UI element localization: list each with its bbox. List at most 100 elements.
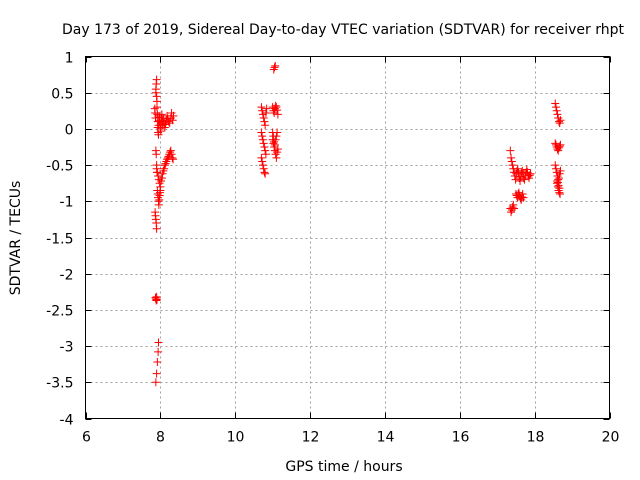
data-point	[556, 166, 565, 175]
data-point	[154, 338, 163, 347]
series-cluster-8h	[150, 75, 178, 387]
data-point	[269, 139, 278, 148]
data-point	[271, 101, 280, 110]
data-point	[272, 153, 281, 162]
x-tick-labels: 6 8 10 12 14 16 18 20	[82, 430, 619, 446]
series-cluster-17.5h	[506, 146, 535, 217]
y-tick-label: -2	[60, 268, 74, 284]
y-tick-label: 1	[65, 51, 74, 67]
data-points	[150, 61, 565, 387]
data-point	[262, 104, 271, 113]
y-tick-labels: 1 0.5 0 -0.5 -1 -1.5 -2 -2.5 -3 -3.5 -4	[46, 51, 73, 429]
data-point	[257, 128, 266, 137]
x-tick-label: 18	[527, 430, 545, 446]
y-tick-label: -0.5	[46, 159, 73, 175]
data-point	[554, 114, 563, 123]
series-cluster-11h	[257, 61, 282, 178]
data-point	[552, 106, 561, 115]
x-tick-label: 10	[227, 430, 245, 446]
data-point	[155, 179, 164, 188]
data-point	[269, 65, 278, 74]
data-point	[510, 204, 519, 213]
data-point	[273, 106, 282, 115]
x-tick-label: 6	[82, 430, 91, 446]
data-point	[152, 295, 161, 304]
data-point	[271, 135, 280, 144]
plot-frame	[85, 56, 610, 419]
data-point	[508, 161, 517, 170]
data-point	[553, 177, 562, 186]
data-point	[271, 150, 280, 159]
y-axis-label: SDTVAR / TECUs	[8, 181, 24, 296]
data-point	[257, 153, 266, 162]
x-tick-label: 14	[377, 430, 395, 446]
data-point	[509, 200, 518, 209]
data-point	[169, 155, 178, 164]
data-point	[270, 63, 279, 72]
data-point	[168, 153, 177, 162]
data-point	[551, 103, 560, 112]
data-point	[261, 150, 270, 159]
data-point	[152, 150, 161, 159]
data-point	[551, 161, 560, 170]
data-point	[167, 150, 176, 159]
data-point	[168, 116, 177, 125]
data-point	[273, 145, 282, 154]
data-point	[272, 132, 281, 141]
data-point	[506, 146, 515, 155]
y-tick-label: 0	[65, 123, 74, 139]
y-tick-label: -3.5	[46, 376, 73, 392]
y-tick-label: -1.5	[46, 232, 73, 248]
data-point	[260, 117, 269, 126]
data-point	[554, 117, 563, 126]
data-point	[259, 139, 268, 148]
data-point	[259, 114, 268, 123]
data-point	[511, 175, 520, 184]
data-point	[259, 164, 268, 173]
data-point	[156, 186, 165, 195]
x-tick-label: 12	[302, 430, 320, 446]
data-point	[525, 171, 534, 180]
data-point	[520, 175, 529, 184]
data-point	[261, 169, 270, 178]
data-point	[258, 132, 267, 141]
data-point	[556, 190, 565, 199]
data-point	[271, 61, 280, 70]
data-point	[273, 110, 282, 119]
data-point	[258, 161, 267, 170]
data-point	[152, 75, 161, 84]
data-point	[153, 358, 162, 367]
data-point	[166, 148, 175, 157]
data-point	[261, 146, 270, 155]
data-point	[519, 193, 528, 202]
y-tick-label: -4	[60, 413, 74, 429]
data-point	[160, 164, 169, 173]
x-axis-label: GPS time / hours	[285, 459, 402, 475]
data-point	[258, 157, 267, 166]
chart-title: Day 173 of 2019, Sidereal Day-to-day VTE…	[62, 22, 624, 38]
data-point	[154, 347, 163, 356]
y-tick-label: -2.5	[46, 304, 73, 320]
data-point	[260, 168, 269, 177]
y-tick-label: -1	[60, 195, 74, 211]
y-tick-label: -3	[60, 340, 74, 356]
data-point	[260, 143, 269, 151]
data-point	[169, 111, 178, 120]
data-point	[166, 146, 175, 155]
data-point	[152, 224, 161, 233]
axis-ticks	[85, 56, 611, 420]
data-point	[157, 174, 166, 183]
data-point	[551, 139, 560, 148]
data-point	[162, 157, 171, 166]
data-point	[551, 99, 560, 108]
data-point	[510, 171, 519, 180]
data-point	[152, 168, 161, 177]
data-point	[273, 128, 282, 137]
y-tick-label: 0.5	[51, 87, 73, 103]
data-point	[513, 164, 522, 173]
data-point	[553, 110, 562, 119]
data-point	[258, 106, 267, 115]
x-tick-label: 20	[602, 430, 620, 446]
data-point	[161, 159, 170, 168]
